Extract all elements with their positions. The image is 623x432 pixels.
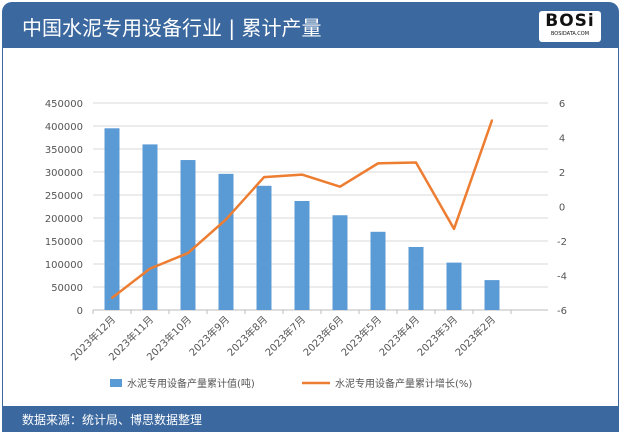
left-tick-label: 300000 — [45, 168, 83, 179]
right-tick-label: -4 — [557, 272, 567, 283]
footer: 数据来源：统计局、博思数据整理 — [2, 406, 619, 432]
bar — [294, 200, 310, 310]
legend-line-label: 水泥专用设备产量累计增长(%) — [335, 377, 472, 390]
data-source: 数据来源：统计局、博思数据整理 — [22, 413, 203, 427]
line-point — [339, 185, 341, 188]
bar — [332, 215, 348, 310]
left-tick-label: 250000 — [45, 191, 83, 202]
bosi-logo: BOSi BOSIDATA.COM — [539, 11, 601, 42]
left-tick-label: 200000 — [45, 214, 83, 225]
legend-bar-label: 水泥专用设备产量累计值(吨) — [127, 377, 255, 390]
header: 中国水泥专用设备行业 | 累计产量 BOSi BOSIDATA.COM — [2, 2, 619, 48]
x-tick-label: 2023年2月 — [452, 313, 498, 359]
left-tick-label: 100000 — [45, 260, 83, 271]
right-tick-label: 6 — [559, 99, 565, 110]
right-tick-label: 2 — [559, 168, 565, 179]
card-border — [2, 48, 619, 406]
right-tick-label: 4 — [559, 134, 565, 145]
right-tick-label: -2 — [557, 237, 567, 248]
line-point — [301, 173, 303, 176]
line-point — [225, 218, 227, 221]
legend-bar-swatch — [110, 379, 122, 387]
line-point — [453, 227, 455, 230]
bar — [446, 262, 462, 310]
line-point — [149, 267, 151, 270]
bar — [256, 185, 272, 310]
right-tick-label: 0 — [559, 203, 565, 214]
bar — [180, 160, 196, 310]
left-tick-label: 50000 — [51, 283, 83, 294]
line-point — [415, 161, 417, 164]
left-tick-label: 400000 — [45, 122, 83, 133]
page-title: 中国水泥专用设备行业 | 累计产量 — [22, 16, 322, 40]
bar — [370, 231, 386, 310]
line-point — [491, 119, 493, 122]
line-point — [377, 162, 379, 165]
line-point — [263, 176, 265, 179]
bar — [484, 280, 500, 310]
bar — [104, 128, 120, 310]
left-tick-label: 0 — [77, 306, 83, 317]
line-point — [187, 252, 189, 255]
bar — [142, 144, 158, 310]
bar — [408, 246, 424, 310]
bar — [218, 173, 234, 310]
left-tick-label: 150000 — [45, 237, 83, 248]
right-tick-label: -6 — [557, 306, 567, 317]
left-tick-label: 450000 — [45, 99, 83, 110]
left-tick-label: 350000 — [45, 145, 83, 156]
line-point — [111, 296, 113, 299]
